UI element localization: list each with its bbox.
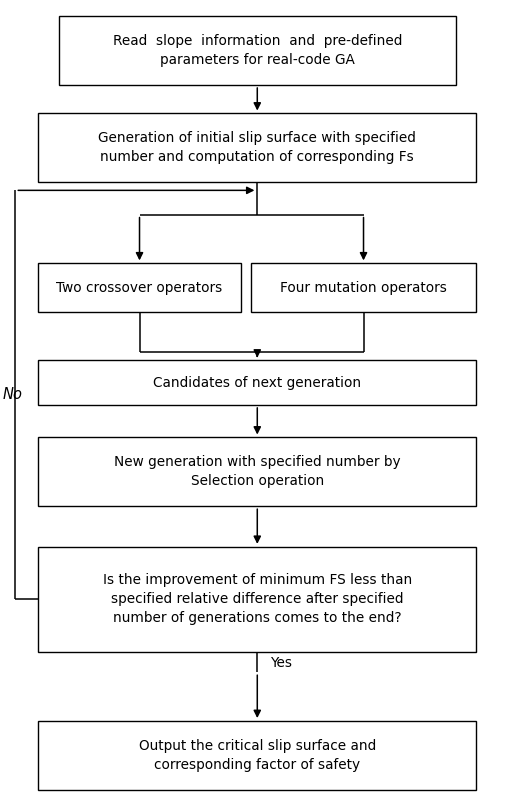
FancyBboxPatch shape <box>38 360 476 405</box>
Text: Generation of initial slip surface with specified
number and computation of corr: Generation of initial slip surface with … <box>98 131 416 164</box>
Text: New generation with specified number by
Selection operation: New generation with specified number by … <box>114 455 400 488</box>
Text: Two crossover operators: Two crossover operators <box>56 280 223 295</box>
FancyBboxPatch shape <box>38 547 476 652</box>
Text: Candidates of next generation: Candidates of next generation <box>153 376 361 390</box>
FancyBboxPatch shape <box>38 721 476 790</box>
FancyBboxPatch shape <box>38 263 241 312</box>
FancyBboxPatch shape <box>251 263 476 312</box>
Text: Output the critical slip surface and
corresponding factor of safety: Output the critical slip surface and cor… <box>139 739 376 772</box>
Text: Yes: Yes <box>270 655 292 670</box>
Text: Read  slope  information  and  pre-defined
parameters for real-code GA: Read slope information and pre-defined p… <box>113 34 402 67</box>
Text: No: No <box>3 387 23 403</box>
FancyBboxPatch shape <box>38 113 476 182</box>
Text: Four mutation operators: Four mutation operators <box>280 280 447 295</box>
FancyBboxPatch shape <box>38 437 476 506</box>
FancyBboxPatch shape <box>59 16 456 85</box>
Text: Is the improvement of minimum FS less than
specified relative difference after s: Is the improvement of minimum FS less th… <box>102 573 412 625</box>
